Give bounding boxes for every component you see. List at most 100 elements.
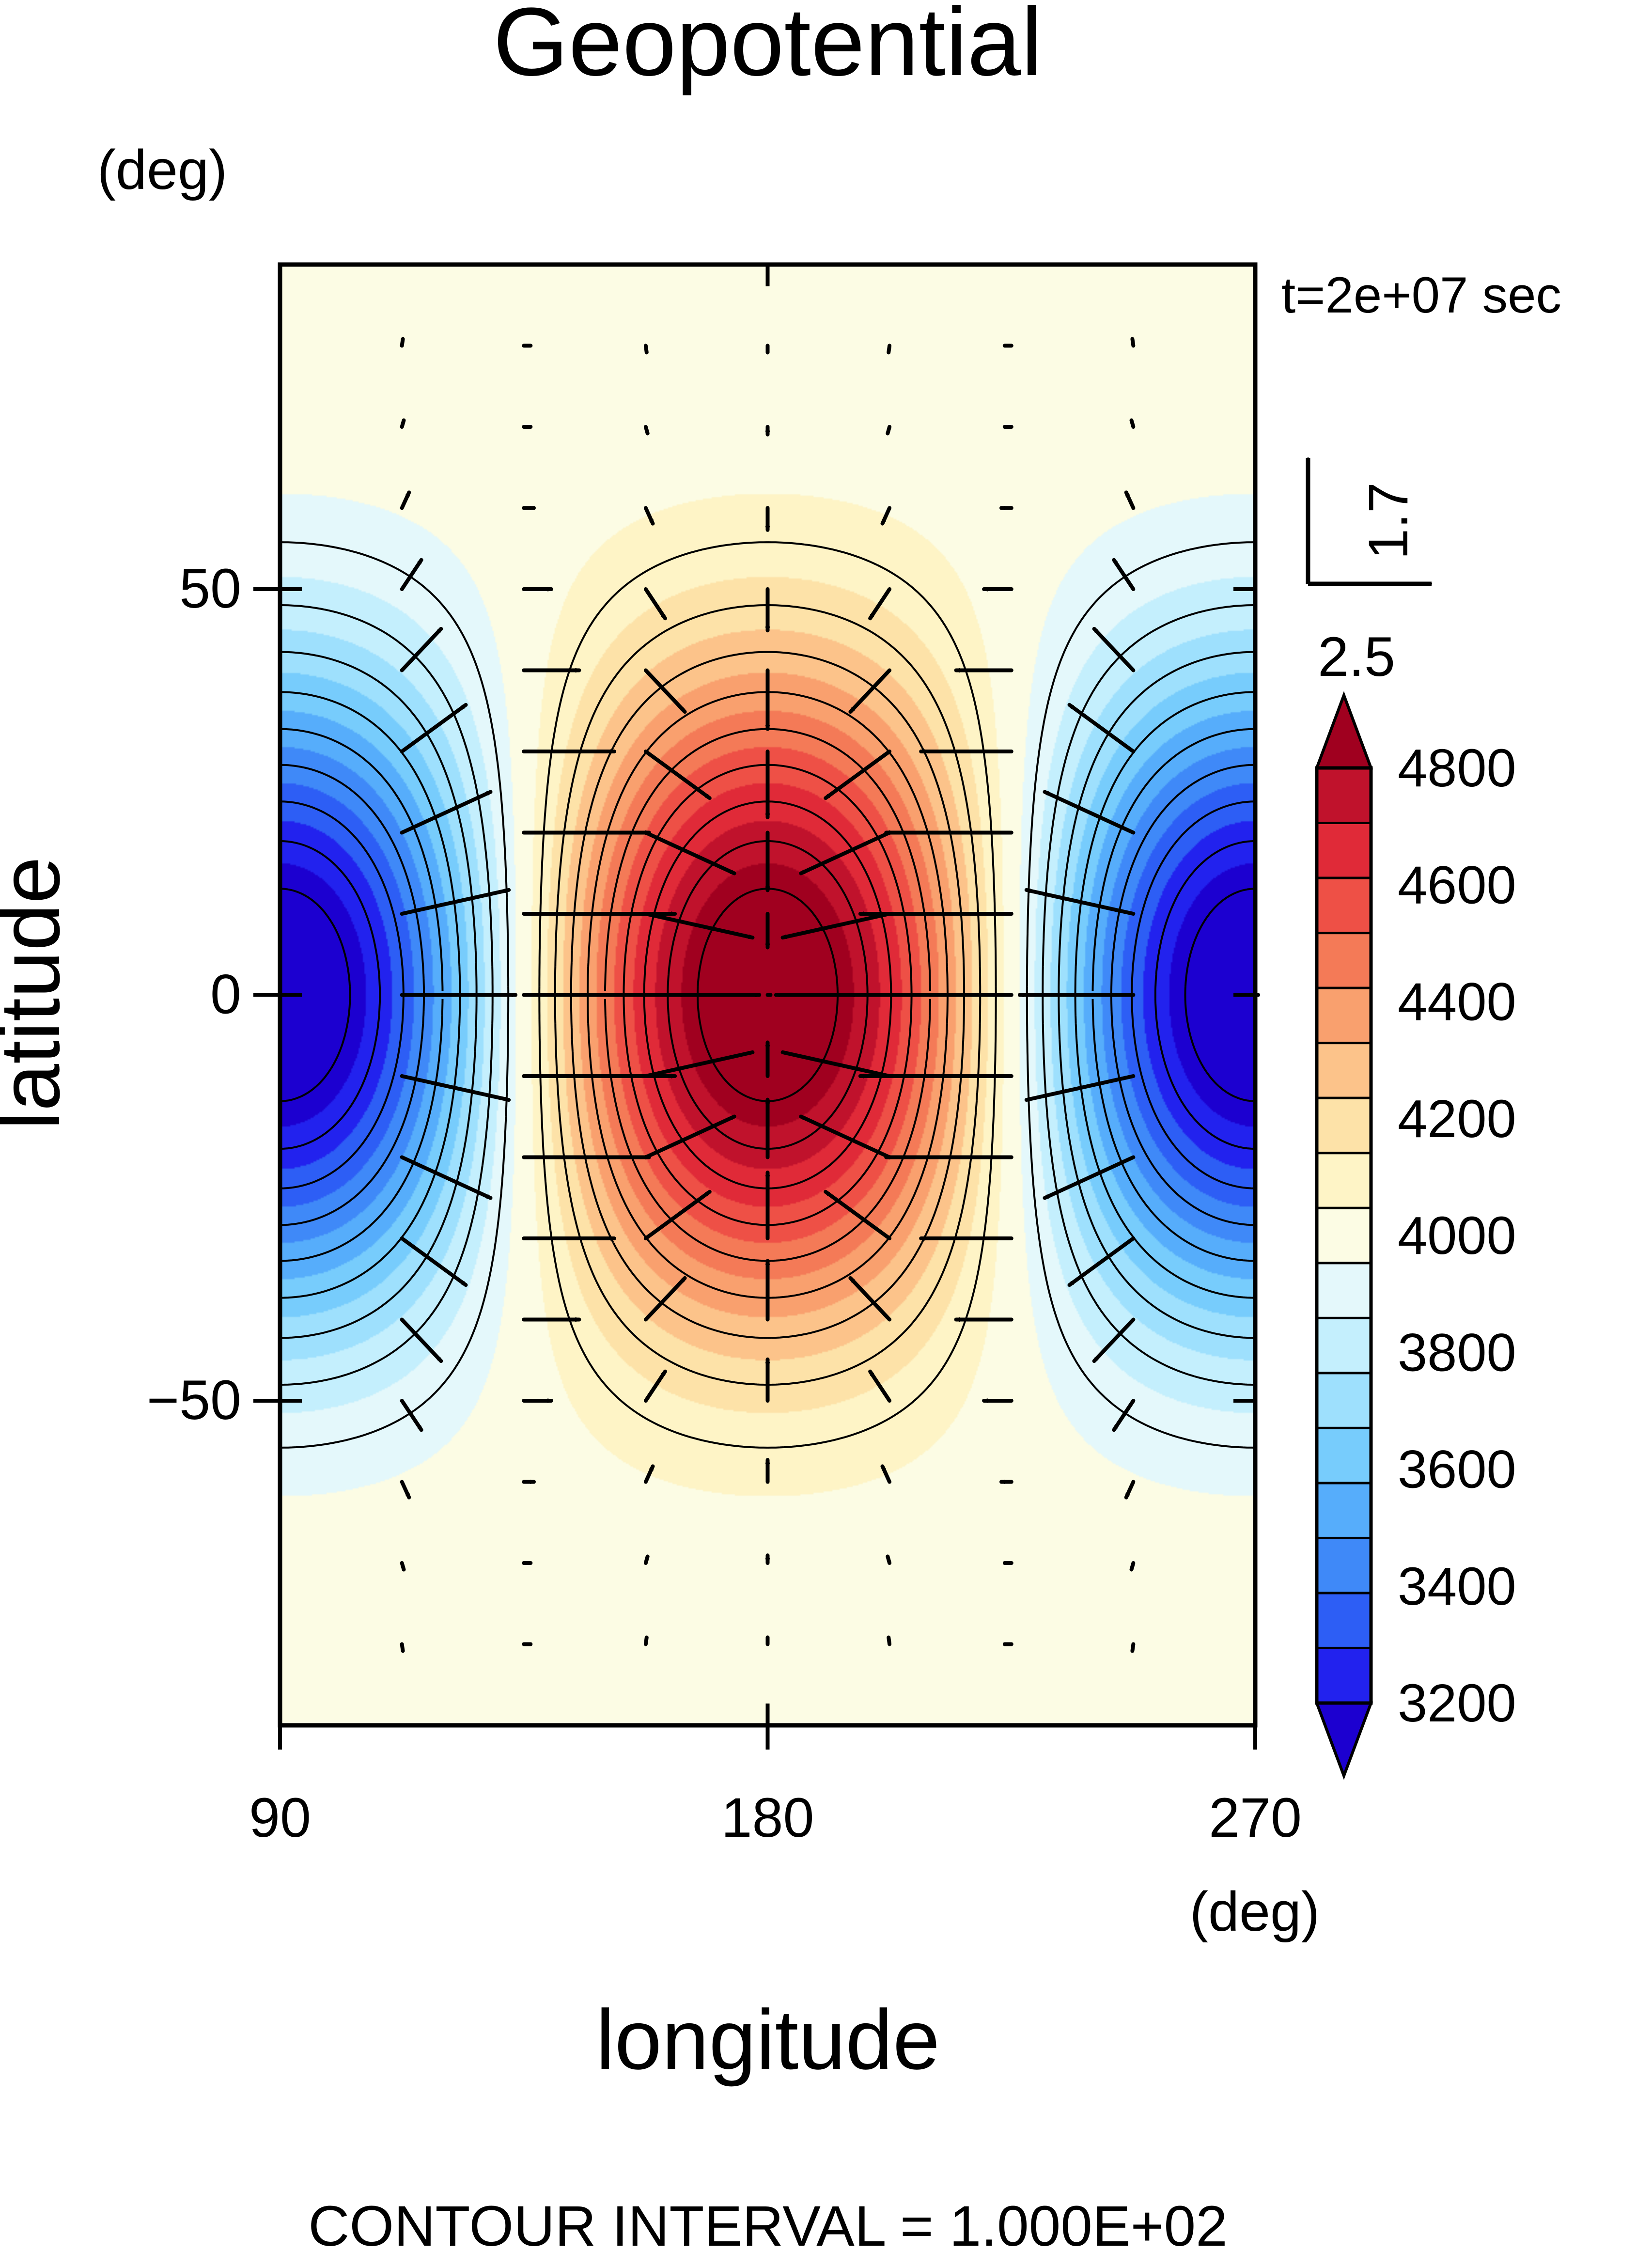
colorbar-tick-label: 4800: [1398, 738, 1516, 798]
colorbar-max-triangle: [1314, 691, 1373, 769]
wind-vector: [880, 1464, 892, 1484]
colorbar-tick-label: 3200: [1398, 1673, 1516, 1733]
wind-vector: [643, 1114, 736, 1159]
colorbar-tick-label: 3400: [1398, 1557, 1516, 1616]
wind-vector: [780, 912, 892, 940]
wind-vector: [400, 1561, 406, 1572]
wind-vector: [868, 1369, 892, 1403]
wind-vector: [799, 1114, 892, 1159]
reference-vector-u-label: 2.5: [1318, 626, 1395, 688]
colorbar-bin: [1315, 1152, 1372, 1209]
chart-title: Geopotential: [493, 0, 1043, 96]
time-label: t=2e+07 sec: [1281, 267, 1561, 324]
y-tick-label: 50: [179, 558, 241, 620]
wind-vector: [643, 425, 650, 436]
wind-vector: [400, 790, 493, 835]
colorbar-tick-label: 4000: [1398, 1206, 1516, 1266]
wind-vector: [848, 1276, 892, 1322]
colorbar-bin: [1315, 1592, 1372, 1649]
x-tick-label: 90: [249, 1787, 311, 1849]
y-unit-label: (deg): [97, 139, 227, 201]
reference-vector-v-label: 1.7: [1357, 482, 1419, 560]
wind-vector: [1112, 1399, 1136, 1432]
contour-interval-label: CONTOUR INTERVAL = 1.000E+02: [308, 2194, 1228, 2258]
wind-vector: [1129, 418, 1136, 429]
wind-vector: [886, 1554, 892, 1565]
colorbar-bin: [1315, 1096, 1372, 1155]
x-axis-label: longitude: [596, 1993, 940, 2087]
wind-vector: [400, 1317, 443, 1363]
y-axis: 50 0 −50: [147, 558, 1255, 1431]
wind-vector: [643, 1464, 655, 1484]
wind-vector: [643, 1276, 687, 1322]
colorbar: 3200 3400 3600 3800 4000 4200 4400 4600 4800: [1314, 691, 1516, 1780]
wind-vector: [400, 490, 411, 510]
wind-vector: [799, 830, 892, 876]
y-tick-label: 0: [210, 964, 241, 1026]
x-tick-label: 180: [721, 1787, 814, 1849]
reference-vector: 1.7 2.5: [1306, 458, 1432, 688]
colorbar-bin: [1315, 822, 1372, 879]
wind-vector: [400, 1480, 411, 1500]
colorbar-bin: [1315, 1042, 1372, 1099]
wind-vector: [400, 1074, 511, 1102]
colorbar-tick-label: 4400: [1398, 972, 1516, 1032]
y-tick-label: −50: [147, 1369, 241, 1431]
colorbar-bin: [1315, 1482, 1372, 1539]
wind-vector: [400, 1155, 493, 1200]
wind-vector: [887, 344, 892, 355]
wind-vector: [643, 1369, 667, 1403]
wind-vector: [1092, 1317, 1136, 1363]
wind-vector: [643, 1554, 650, 1565]
wind-vector: [1024, 888, 1136, 916]
wind-vector: [400, 418, 406, 429]
wind-vector: [824, 1189, 892, 1240]
wind-vector: [400, 1236, 468, 1287]
wind-vector: [400, 558, 423, 591]
wind-vector: [886, 425, 892, 436]
colorbar-bin: [1315, 1647, 1372, 1704]
colorbar-tick-label: 3800: [1398, 1323, 1516, 1382]
wind-vector: [1124, 490, 1136, 510]
x-axis: 90 180 270: [249, 265, 1302, 1849]
colorbar-bin: [1315, 1206, 1372, 1265]
colorbar-bin: [1315, 986, 1372, 1045]
wind-vector: [1130, 1642, 1136, 1653]
wind-vector: [824, 750, 892, 800]
colorbar-tick-label: 4600: [1398, 855, 1516, 915]
contour-line-4400: [587, 691, 949, 1299]
wind-vector: [643, 912, 755, 940]
contour-line-4300: [570, 651, 966, 1339]
colorbar-min-triangle: [1314, 1702, 1373, 1780]
wind-vector: [643, 830, 736, 876]
contour-line-4600: [623, 764, 913, 1226]
wind-vector: [400, 337, 405, 348]
wind-vector: [1024, 1074, 1136, 1102]
contour-line-4500: [604, 728, 931, 1262]
colorbar-bin: [1315, 1262, 1372, 1319]
contour-line-4100: [538, 541, 997, 1449]
wind-vector: [643, 506, 655, 526]
wind-vector: [848, 668, 892, 714]
x-tick-label: 270: [1209, 1787, 1302, 1849]
wind-vector: [643, 750, 712, 800]
wind-vector: [643, 587, 667, 621]
wind-vector: [643, 1635, 649, 1646]
wind-vector: [643, 1050, 755, 1078]
colorbar-bin: [1315, 932, 1372, 989]
wind-vector: [400, 1399, 423, 1432]
wind-vector: [1067, 1236, 1136, 1287]
wind-vector: [780, 1050, 892, 1078]
wind-vector: [400, 888, 511, 916]
colorbar-bin: [1315, 876, 1372, 935]
contour-line-4900: [697, 888, 839, 1102]
colorbar-bin: [1315, 1372, 1372, 1429]
wind-vector: [1124, 1480, 1136, 1500]
colorbar-bin: [1315, 1426, 1372, 1485]
wind-vector: [868, 587, 892, 621]
wind-vector: [643, 668, 687, 714]
colorbar-bin: [1315, 766, 1372, 824]
contour-line-4700: [643, 800, 892, 1189]
colorbar-tick-label: 3600: [1398, 1440, 1516, 1500]
